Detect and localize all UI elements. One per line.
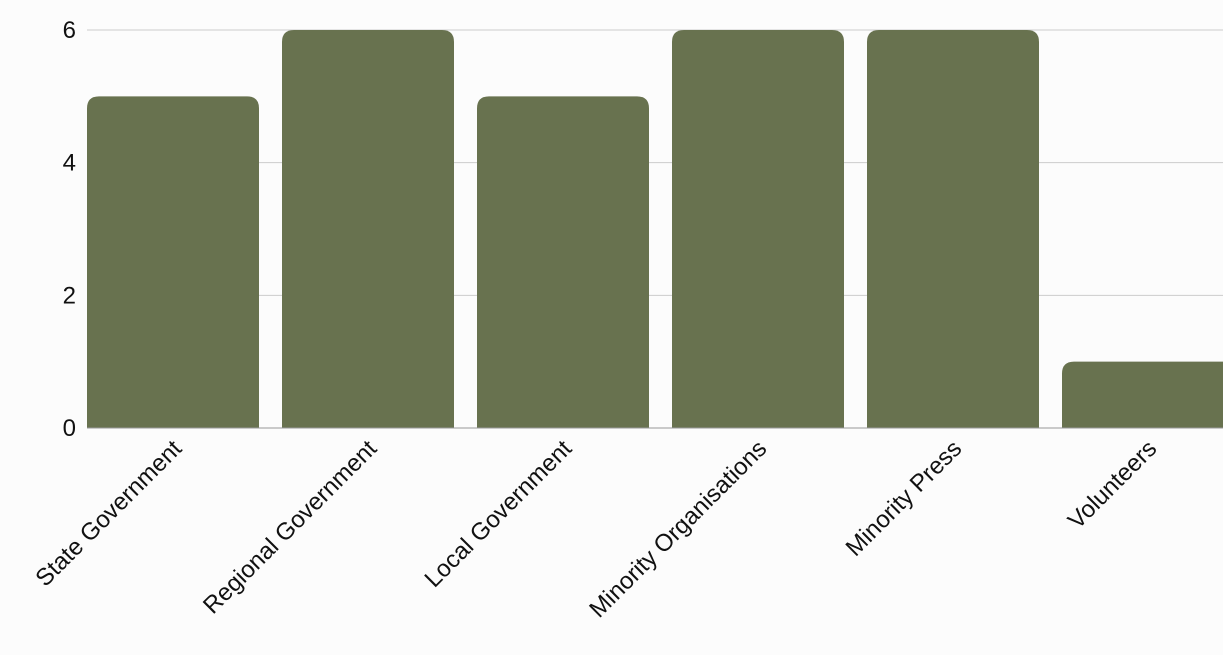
bars xyxy=(87,30,1223,428)
bar-regional-government xyxy=(282,30,454,428)
y-tick-label: 2 xyxy=(63,282,76,309)
y-tick-label: 4 xyxy=(63,150,76,177)
x-tick-label: Minority Organisations xyxy=(584,435,772,623)
bar-state-government xyxy=(87,96,259,428)
x-tick-label: Minority Press xyxy=(841,435,968,562)
bar-minority-press xyxy=(867,30,1039,428)
x-tick-label: Local Government xyxy=(419,435,577,593)
bar-volunteers xyxy=(1062,361,1223,428)
y-axis-tick-labels: 0 2 4 6 xyxy=(63,17,76,442)
x-tick-label: Regional Government xyxy=(198,435,382,619)
x-tick-label: State Government xyxy=(30,435,187,592)
x-tick-label: Volunteers xyxy=(1063,435,1162,534)
x-axis-tick-labels: State Government Regional Government Local… xyxy=(30,435,1162,623)
y-tick-label: 0 xyxy=(63,415,76,442)
y-tick-label: 6 xyxy=(63,17,76,44)
bar-minority-organisations xyxy=(672,30,844,428)
bar-local-government xyxy=(477,96,649,428)
